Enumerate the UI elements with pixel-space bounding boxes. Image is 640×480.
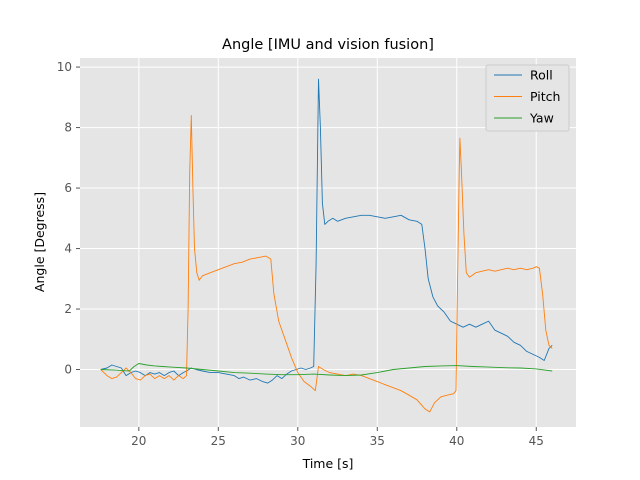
- y-tick-label: 8: [64, 121, 72, 135]
- y-tick-label: 6: [64, 181, 72, 195]
- legend-label-pitch: Pitch: [530, 89, 560, 104]
- x-tick-label: 30: [290, 434, 305, 448]
- x-tick-label: 25: [211, 434, 226, 448]
- x-axis-label: Time [s]: [302, 456, 354, 471]
- y-tick-label: 4: [64, 242, 72, 256]
- legend-label-roll: Roll: [530, 68, 553, 83]
- legend-box: [485, 64, 570, 132]
- x-tick-label: 20: [131, 434, 146, 448]
- y-tick-label: 2: [64, 302, 72, 316]
- y-axis-label: Angle [Degress]: [32, 192, 47, 292]
- legend-label-yaw: Yaw: [529, 111, 554, 126]
- legend: Roll Pitch Yaw: [485, 64, 570, 132]
- chart-title: Angle [IMU and vision fusion]: [222, 37, 434, 53]
- x-tick-label: 40: [449, 434, 464, 448]
- series-line-pitch: [100, 115, 553, 413]
- y-tick-label: 10: [57, 60, 72, 74]
- y-tick-label: 0: [64, 363, 72, 377]
- x-tick-label: 45: [529, 434, 544, 448]
- series-line-yaw: [100, 363, 553, 377]
- x-tick-label: 35: [370, 434, 385, 448]
- series-line-roll: [100, 78, 553, 384]
- axis-ticks: 20 25 30 35 40 45 0 2 4 6 8 10: [57, 60, 544, 448]
- data-lines: [100, 78, 553, 413]
